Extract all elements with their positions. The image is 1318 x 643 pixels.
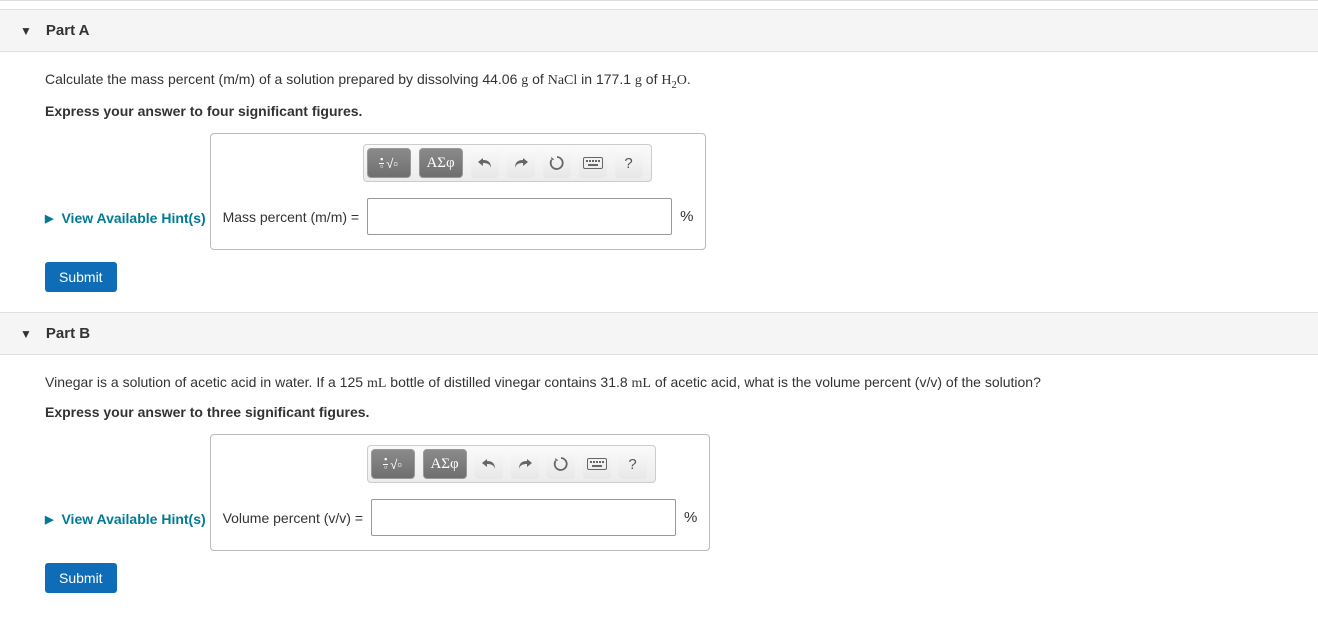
fraction-sqrt-button[interactable]: ▪▫√▫ [371, 449, 415, 479]
keyboard-button[interactable] [579, 148, 607, 178]
reset-icon [553, 456, 569, 472]
answer-input-a[interactable] [367, 198, 672, 235]
question-text: Calculate the mass percent (m/m) of a so… [45, 71, 521, 87]
unit-g: g [635, 73, 642, 88]
caret-down-icon: ▼ [20, 327, 32, 341]
hints-label: View Available Hint(s) [61, 511, 205, 527]
fraction-icon: ▪▫ [379, 157, 384, 171]
unit-percent: % [684, 509, 697, 526]
undo-button[interactable] [475, 449, 503, 479]
question-text: of acetic acid, what is the volume perce… [651, 374, 1041, 390]
question-text: . [687, 71, 691, 87]
greek-symbols-button[interactable]: ΑΣφ [419, 148, 463, 178]
chem-o: O [677, 73, 687, 88]
part-b-body: Vinegar is a solution of acetic acid in … [0, 355, 1318, 613]
submit-button-a[interactable]: Submit [45, 262, 117, 292]
fraction-icon: ▪▫ [383, 457, 388, 471]
chem-h: H [661, 73, 671, 88]
redo-icon [517, 457, 533, 471]
fraction-sqrt-button[interactable]: ▪▫√▫ [367, 148, 411, 178]
part-a-instruction: Express your answer to four significant … [45, 103, 1273, 119]
chem-nacl: NaCl [548, 73, 578, 88]
question-text: in 177.1 [577, 71, 635, 87]
reset-icon [549, 155, 565, 171]
part-b-question: Vinegar is a solution of acetic acid in … [45, 373, 1273, 394]
part-b-title: Part B [46, 325, 90, 342]
view-hints-link[interactable]: ▶ View Available Hint(s) [45, 210, 206, 226]
undo-icon [481, 457, 497, 471]
answer-box-a: ▪▫√▫ ΑΣφ ? [210, 133, 707, 250]
unit-ml: mL [632, 376, 651, 391]
question-text: of [528, 71, 547, 87]
part-a: ▼ Part A Calculate the mass percent (m/m… [0, 9, 1318, 312]
answer-label-b: Volume percent (v/v) = [223, 510, 363, 526]
answer-input-b[interactable] [371, 499, 676, 536]
help-button[interactable]: ? [615, 148, 643, 178]
redo-icon [513, 156, 529, 170]
reset-button[interactable] [543, 148, 571, 178]
part-b-instruction: Express your answer to three significant… [45, 404, 1273, 420]
redo-button[interactable] [507, 148, 535, 178]
chem-h2o: H2O [661, 73, 687, 88]
greek-symbols-button[interactable]: ΑΣφ [423, 449, 467, 479]
triangle-right-icon: ▶ [45, 212, 53, 225]
redo-button[interactable] [511, 449, 539, 479]
unit-percent: % [680, 208, 693, 225]
submit-button-b[interactable]: Submit [45, 563, 117, 593]
answer-box-b: ▪▫√▫ ΑΣφ ? [210, 434, 711, 551]
part-a-question: Calculate the mass percent (m/m) of a so… [45, 70, 1273, 93]
question-text: bottle of distilled vinegar contains 31.… [386, 374, 631, 390]
sqrt-icon: √▫ [390, 457, 402, 472]
keyboard-icon [583, 157, 603, 169]
undo-button[interactable] [471, 148, 499, 178]
part-b: ▼ Part B Vinegar is a solution of acetic… [0, 312, 1318, 613]
view-hints-link[interactable]: ▶ View Available Hint(s) [45, 511, 206, 527]
unit-ml: mL [367, 376, 386, 391]
part-a-header[interactable]: ▼ Part A [0, 9, 1318, 52]
part-a-title: Part A [46, 22, 90, 39]
help-button[interactable]: ? [619, 449, 647, 479]
question-text: Vinegar is a solution of acetic acid in … [45, 374, 367, 390]
sqrt-icon: √▫ [386, 156, 398, 171]
part-a-body: Calculate the mass percent (m/m) of a so… [0, 52, 1318, 312]
keyboard-button[interactable] [583, 449, 611, 479]
keyboard-icon [587, 458, 607, 470]
answer-label-a: Mass percent (m/m) = [223, 209, 360, 225]
equation-toolbar: ▪▫√▫ ΑΣφ ? [367, 445, 656, 483]
triangle-right-icon: ▶ [45, 513, 53, 526]
undo-icon [477, 156, 493, 170]
question-text: of [642, 71, 661, 87]
caret-down-icon: ▼ [20, 24, 32, 38]
reset-button[interactable] [547, 449, 575, 479]
equation-toolbar: ▪▫√▫ ΑΣφ ? [363, 144, 652, 182]
hints-label: View Available Hint(s) [61, 210, 205, 226]
part-b-header[interactable]: ▼ Part B [0, 312, 1318, 355]
